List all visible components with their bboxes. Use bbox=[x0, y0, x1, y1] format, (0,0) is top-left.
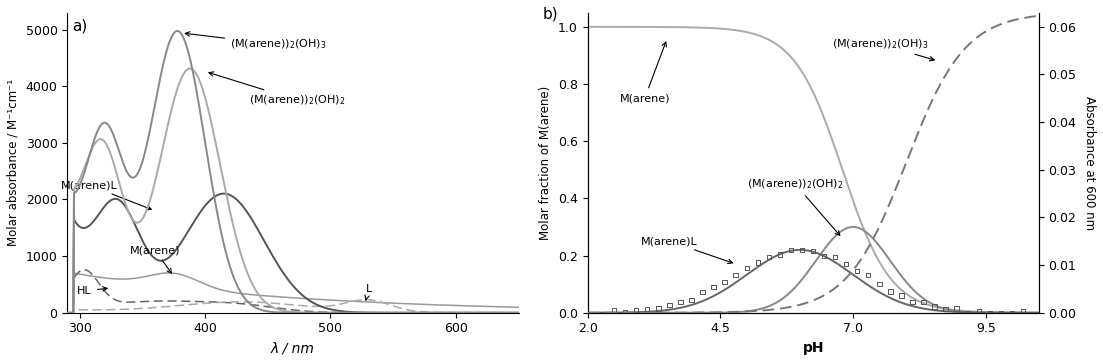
Point bbox=[639, 306, 656, 312]
Point bbox=[804, 248, 822, 254]
Point bbox=[959, 310, 976, 316]
Point bbox=[760, 254, 778, 260]
Point bbox=[650, 306, 667, 311]
Point bbox=[826, 254, 844, 260]
Point bbox=[661, 302, 678, 308]
Point bbox=[936, 306, 954, 312]
Point bbox=[705, 284, 722, 290]
Text: M(arene)L: M(arene)L bbox=[641, 236, 732, 264]
Text: HL: HL bbox=[77, 286, 107, 296]
Point bbox=[815, 253, 833, 259]
Point bbox=[881, 289, 899, 294]
Point bbox=[848, 268, 866, 274]
Point bbox=[837, 261, 855, 267]
Text: M(arene): M(arene) bbox=[130, 245, 181, 273]
Y-axis label: Molar fraction of M(arene): Molar fraction of M(arene) bbox=[539, 85, 553, 240]
Text: a): a) bbox=[72, 18, 87, 34]
Point bbox=[970, 308, 987, 314]
Point bbox=[749, 260, 767, 265]
X-axis label: λ / nm: λ / nm bbox=[271, 341, 314, 355]
Text: L: L bbox=[365, 285, 372, 300]
Y-axis label: Absorbance at 600 nm: Absorbance at 600 nm bbox=[1083, 96, 1096, 230]
Point bbox=[903, 299, 921, 305]
Text: (M(arene))$_2$(OH)$_2$: (M(arene))$_2$(OH)$_2$ bbox=[208, 72, 345, 107]
Point bbox=[914, 299, 932, 305]
Point bbox=[1014, 308, 1031, 314]
X-axis label: pH: pH bbox=[803, 341, 824, 355]
Point bbox=[981, 310, 998, 316]
Text: M(arene): M(arene) bbox=[620, 42, 670, 103]
Point bbox=[617, 309, 634, 315]
Point bbox=[727, 272, 745, 278]
Point bbox=[672, 299, 689, 305]
Point bbox=[992, 310, 1009, 316]
Point bbox=[782, 247, 800, 253]
Point bbox=[716, 279, 733, 285]
Point bbox=[793, 247, 811, 253]
Point bbox=[870, 281, 888, 287]
Text: b): b) bbox=[543, 7, 558, 21]
Point bbox=[925, 304, 943, 310]
Point bbox=[738, 265, 756, 271]
Text: (M(arene))$_2$(OH)$_2$: (M(arene))$_2$(OH)$_2$ bbox=[747, 177, 844, 235]
Y-axis label: Molar absorbance / M⁻¹cm⁻¹: Molar absorbance / M⁻¹cm⁻¹ bbox=[7, 79, 20, 246]
Text: (M(arene))$_2$(OH)$_3$: (M(arene))$_2$(OH)$_3$ bbox=[185, 32, 326, 51]
Point bbox=[892, 292, 910, 298]
Point bbox=[683, 297, 700, 303]
Point bbox=[771, 252, 789, 257]
Text: M(arene)L: M(arene)L bbox=[61, 180, 151, 210]
Point bbox=[628, 308, 645, 313]
Text: (M(arene))$_2$(OH)$_3$: (M(arene))$_2$(OH)$_3$ bbox=[832, 37, 934, 61]
Point bbox=[1003, 310, 1020, 316]
Point bbox=[606, 307, 623, 313]
Point bbox=[947, 306, 965, 311]
Point bbox=[694, 289, 711, 295]
Point bbox=[859, 272, 877, 278]
